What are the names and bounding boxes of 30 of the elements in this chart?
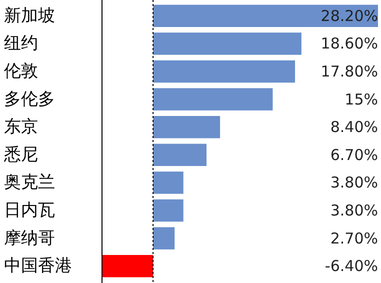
data-label: 17.80% xyxy=(320,62,378,80)
y-tick-label: 悉尼 xyxy=(3,144,38,165)
data-label: 3.80% xyxy=(330,174,378,192)
data-label: -6.40% xyxy=(324,257,378,276)
bar xyxy=(153,60,296,83)
data-label: 18.60% xyxy=(320,34,378,53)
bar xyxy=(153,4,378,28)
data-label: 2.70% xyxy=(330,229,378,248)
bar xyxy=(153,116,220,138)
y-tick-label: 东京 xyxy=(4,117,38,138)
bar xyxy=(153,227,175,250)
y-tick-label: 摩纳哥 xyxy=(4,228,55,248)
y-tick-label: 中国香港 xyxy=(4,256,72,276)
data-label: 3.80% xyxy=(330,202,378,220)
y-tick-label: 多伦多 xyxy=(4,89,55,110)
bar xyxy=(153,199,184,222)
bar xyxy=(153,88,273,110)
y-tick-label: 新加坡 xyxy=(4,6,55,26)
data-label: 8.40% xyxy=(330,118,378,136)
bar xyxy=(102,254,154,278)
bar xyxy=(153,172,184,194)
bar xyxy=(153,32,302,55)
data-label: 15% xyxy=(344,90,378,108)
y-tick-label: 日内瓦 xyxy=(4,200,55,220)
bar xyxy=(153,144,206,166)
data-label: 28.20% xyxy=(320,6,378,25)
y-tick-label: 奥克兰 xyxy=(4,172,55,193)
data-label: 6.70% xyxy=(330,146,378,164)
y-tick-label: 伦敦 xyxy=(4,62,38,82)
y-tick-label: 纽约 xyxy=(4,34,38,54)
